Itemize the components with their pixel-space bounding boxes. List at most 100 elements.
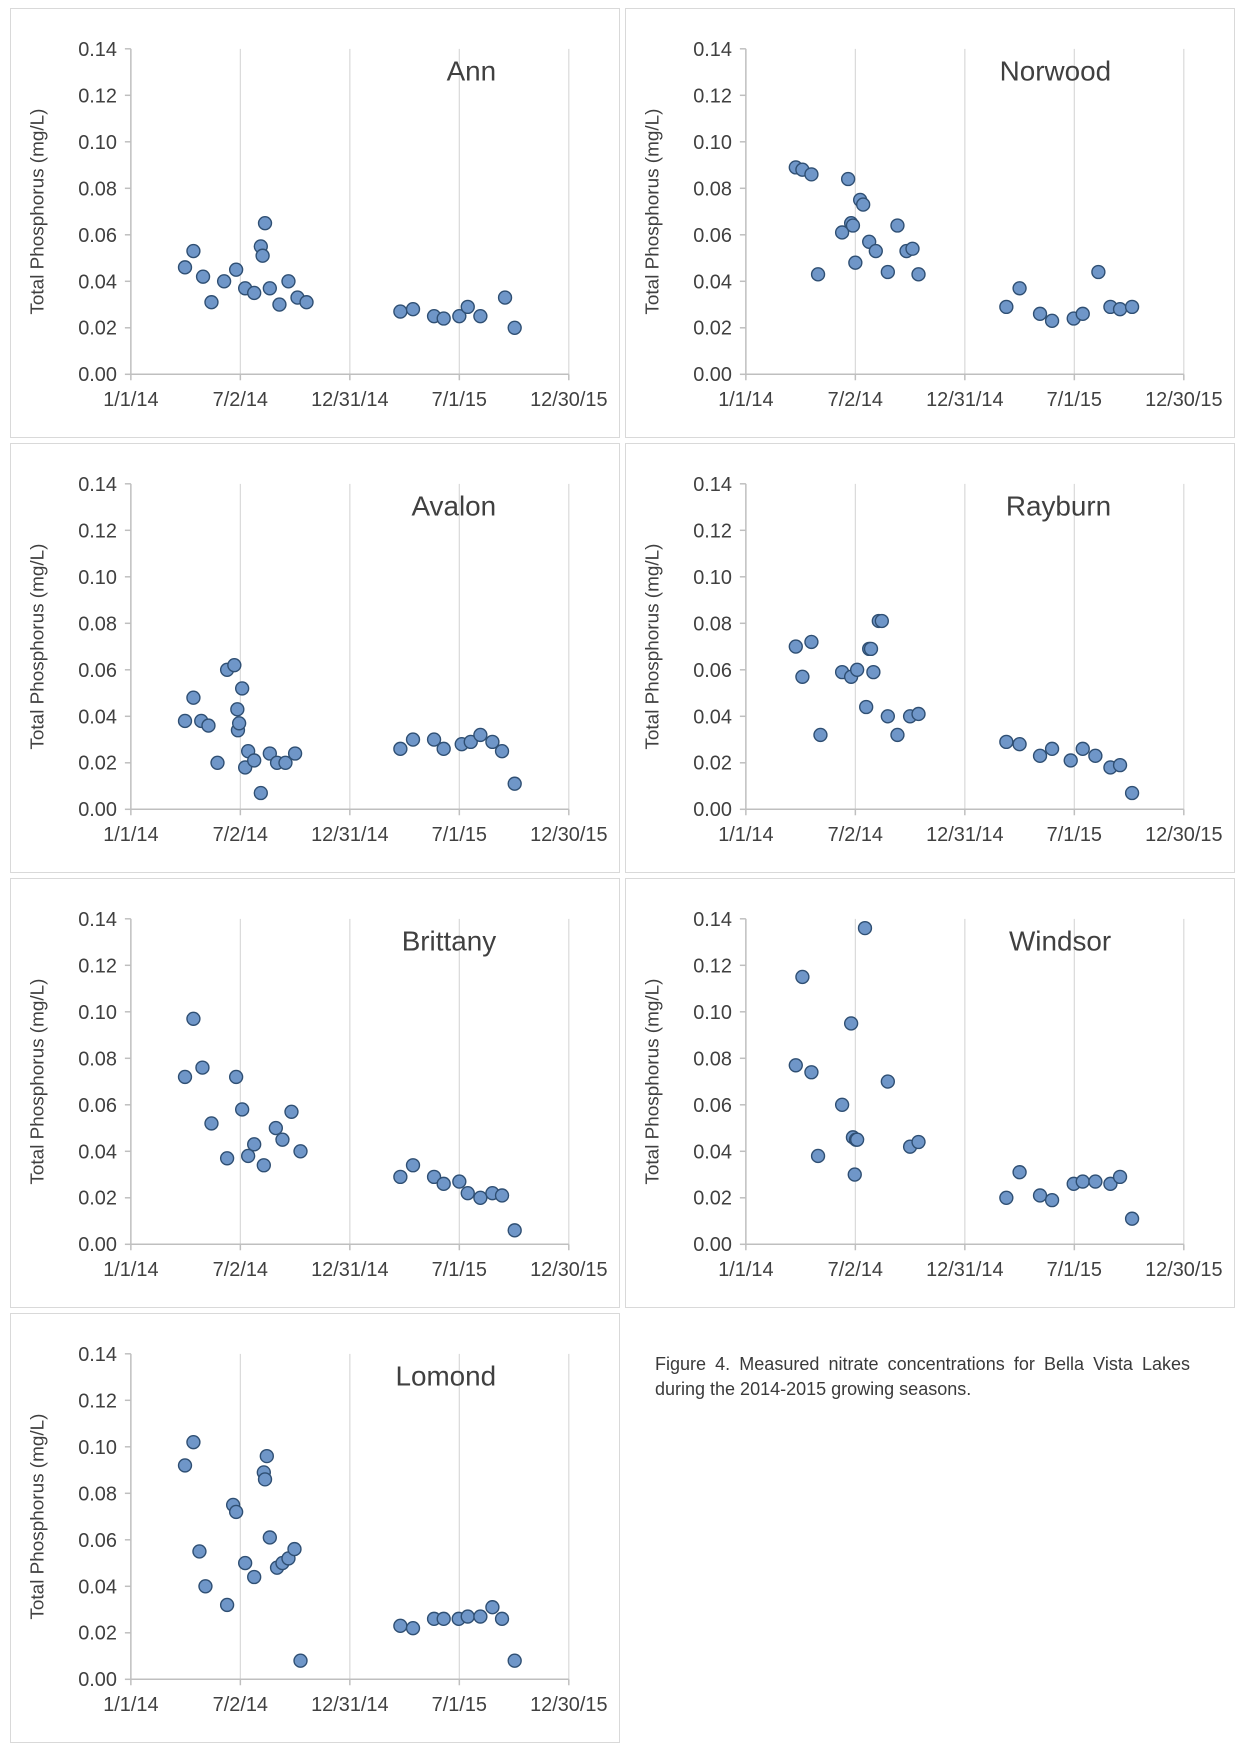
y-tick-label: 0.12 [78,85,117,107]
data-point [890,727,905,743]
data-point [911,1134,926,1150]
y-tick-label: 0.04 [78,706,117,728]
y-tick-label: 0.08 [78,1483,117,1505]
data-point [848,255,863,270]
data-point [494,1188,510,1203]
data-point [804,1065,819,1080]
y-axis-label: Total Phosphorus (mg/L) [642,544,663,750]
y-tick-label: 0.04 [693,271,732,293]
data-point [473,727,488,743]
chart-panel-lomond: 1/1/14 7/2/14 12/31/14 7/1/15 12/30/15 0.00 0.… [10,1313,620,1743]
chart-panel-brittany: 1/1/14 7/2/14 12/31/14 7/1/15 12/30/15 0.00 0.… [10,878,620,1308]
data-point [195,269,211,284]
data-point [866,664,881,680]
y-tick-label: 0.02 [78,318,117,340]
y-axis-label: Total Phosphorus (mg/L) [642,979,663,1185]
y-tick-label: 0.10 [78,1002,117,1024]
data-point [228,1504,244,1520]
data-point [405,1158,421,1173]
data-point [804,634,819,650]
data-point [999,299,1014,315]
data-point [1032,1188,1048,1203]
data-point [795,669,810,684]
y-axis-label: Total Phosphorus (mg/L) [27,1414,48,1620]
x-tick-label: 1/1/14 [718,389,773,411]
data-point [494,1611,510,1627]
data-point [1044,741,1060,757]
data-point [299,295,314,310]
y-tick-label: 0.12 [78,520,117,542]
data-point [880,709,896,724]
data-point [257,1472,273,1487]
chart-panel-ann: 1/1/14 7/2/14 12/31/14 7/1/15 12/30/15 0.00 0.… [10,8,620,438]
y-tick-label: 0.04 [78,1576,117,1598]
x-tick-label: 1/1/14 [103,1694,158,1716]
data-point [890,218,905,233]
data-point [1124,1211,1140,1226]
data-point [436,741,451,757]
data-point [804,167,819,182]
data-point [231,716,247,731]
data-point [857,920,873,936]
scatter-chart: 1/1/14 7/2/14 12/31/14 7/1/15 12/30/15 0.00 0.… [642,909,1222,1281]
x-tick-label: 7/2/14 [828,824,883,846]
y-tick-label: 0.14 [693,39,732,61]
data-point [204,295,219,310]
y-tick-label: 0.06 [78,1095,117,1117]
data-point [507,1653,522,1668]
y-tick-label: 0.02 [78,1188,117,1210]
data-point [247,753,262,768]
x-tick-label: 7/1/15 [432,1259,487,1281]
data-point [177,1069,193,1085]
data-point [247,1569,262,1585]
data-point [405,1620,421,1636]
scatter-chart: 1/1/14 7/2/14 12/31/14 7/1/15 12/30/15 0.00 0.… [27,1344,607,1716]
data-point [210,755,225,770]
data-point [281,274,296,289]
x-tick-label: 12/30/15 [1145,389,1222,411]
y-tick-label: 0.00 [78,799,117,821]
data-point [228,1069,244,1085]
data-point [856,197,871,212]
data-point [859,699,874,715]
data-point [198,1579,213,1594]
data-point [460,1185,475,1201]
scatter-chart: 1/1/14 7/2/14 12/31/14 7/1/15 12/30/15 0.00 0.… [27,474,607,846]
x-tick-label: 1/1/14 [103,1259,158,1281]
x-tick-label: 7/2/14 [213,1694,268,1716]
y-axis-label: Total Phosphorus (mg/L) [642,109,663,315]
data-point [485,734,500,750]
data-point [234,681,250,696]
data-point [507,320,522,335]
y-tick-label: 0.00 [693,364,732,386]
data-point [219,1597,235,1613]
y-tick-label: 0.00 [78,1234,117,1256]
x-tick-label: 7/1/15 [1047,1259,1102,1281]
x-tick-label: 7/1/15 [432,824,487,846]
data-point [268,1120,284,1136]
chart-panel-avalon: 1/1/14 7/2/14 12/31/14 7/1/15 12/30/15 0.00 0.… [10,443,620,873]
y-tick-label: 0.02 [693,1188,732,1210]
y-tick-label: 0.06 [693,660,732,682]
data-point [507,1223,522,1238]
data-point [393,1169,408,1185]
data-point [219,1151,235,1166]
data-point [843,1016,859,1031]
data-point [1044,313,1060,328]
data-point [284,1104,299,1119]
chart-title: Lomond [395,1361,496,1392]
y-tick-label: 0.10 [78,1437,117,1459]
x-tick-label: 12/31/14 [311,1694,388,1716]
data-point [1124,299,1140,315]
data-point [177,260,193,275]
x-tick-label: 7/2/14 [828,1259,883,1281]
data-point [436,1611,451,1627]
x-tick-label: 7/2/14 [213,389,268,411]
data-point [259,1448,274,1464]
data-point [262,746,277,761]
data-point [195,1060,210,1075]
data-point [255,248,270,263]
data-point [405,732,421,747]
y-tick-label: 0.12 [78,1390,117,1412]
y-axis-label: Total Phosphorus (mg/L) [27,109,48,315]
